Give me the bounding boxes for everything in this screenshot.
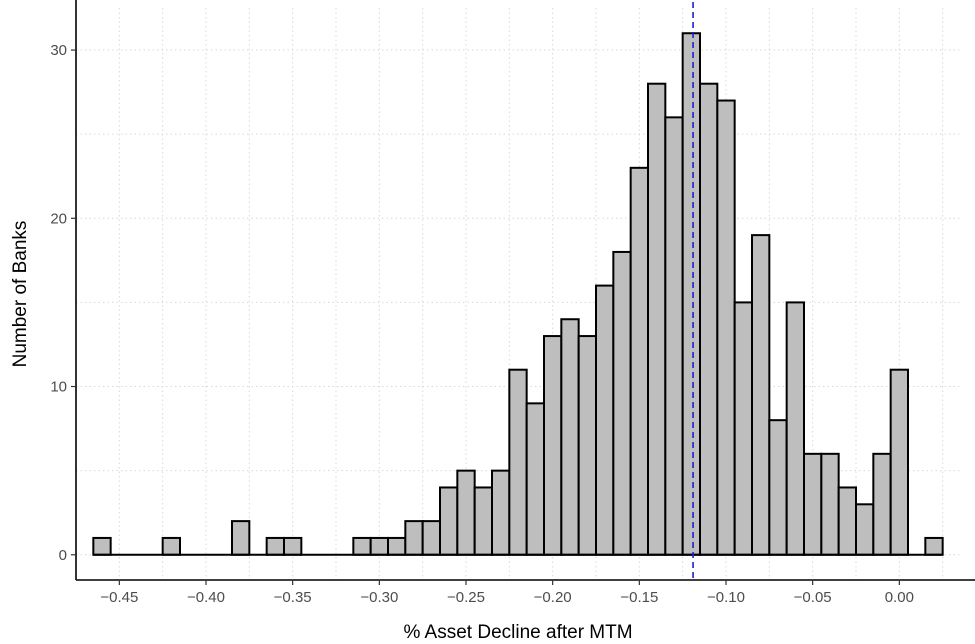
- y-tick-label: 30: [50, 42, 67, 59]
- histogram-bar: [751, 234, 771, 556]
- histogram-bar: [803, 452, 823, 556]
- histogram-bar: [699, 82, 719, 556]
- y-tick-label: 0: [59, 547, 67, 564]
- histogram-bar: [855, 503, 875, 556]
- x-tick-label: −0.45: [100, 589, 138, 606]
- y-tick-label: 10: [50, 379, 67, 396]
- histogram-bar: [352, 536, 372, 556]
- histogram-bar: [92, 536, 112, 556]
- x-tick-label: −0.10: [707, 589, 745, 606]
- histogram-bar: [283, 536, 303, 556]
- histogram-bar: [716, 99, 736, 556]
- x-tick-label: −0.35: [274, 589, 312, 606]
- histogram-bar: [664, 116, 684, 556]
- histogram-bar: [629, 166, 650, 556]
- histogram-bar: [924, 536, 944, 556]
- histogram-bar: [768, 419, 788, 556]
- histogram-bar: [872, 452, 892, 556]
- x-tick-label: −0.15: [620, 589, 658, 606]
- x-tick-label: −0.05: [794, 589, 832, 606]
- histogram-bar: [421, 520, 441, 556]
- histogram-bar: [681, 32, 702, 556]
- histogram-bar: [456, 469, 476, 556]
- x-tick-label: −0.30: [360, 589, 398, 606]
- histogram-bar: [595, 284, 615, 556]
- ticks-layer: −0.45 −0.40 −0.35 −0.30 −0.25 −0.20 −0.15 −0.10…: [50, 42, 914, 606]
- histogram-bar: [820, 452, 840, 556]
- histogram-bar: [369, 536, 389, 556]
- histogram-bar: [733, 301, 754, 556]
- histogram-bar: [785, 301, 806, 556]
- histogram-bar: [560, 318, 580, 556]
- histogram-bar: [612, 250, 632, 556]
- axes-layer: [75, 0, 975, 581]
- histogram-bar: [265, 536, 285, 556]
- histogram-bar: [473, 486, 493, 556]
- histogram-bar: [543, 335, 563, 556]
- histogram-bar: [404, 520, 424, 556]
- histogram-bar: [439, 486, 459, 556]
- histogram-bar: [491, 469, 511, 556]
- x-tick-label: −0.25: [447, 589, 485, 606]
- histogram-bar: [647, 82, 667, 556]
- histogram-bar: [889, 368, 910, 556]
- histogram-bar: [508, 368, 528, 556]
- y-tick-label: 20: [50, 210, 67, 227]
- histogram-bar: [161, 536, 182, 556]
- x-tick-label: 0.00: [885, 589, 914, 606]
- histogram-bar: [231, 520, 251, 556]
- histogram-bar: [577, 335, 598, 556]
- bars-layer: [92, 32, 944, 556]
- y-axis-title: Number of Banks: [10, 221, 31, 368]
- x-tick-label: −0.40: [187, 589, 225, 606]
- histogram-bar: [387, 536, 407, 556]
- x-tick-label: −0.20: [534, 589, 572, 606]
- histogram-bar: [837, 486, 858, 556]
- histogram-bar: [525, 402, 546, 556]
- x-axis-title: % Asset Decline after MTM: [403, 622, 632, 643]
